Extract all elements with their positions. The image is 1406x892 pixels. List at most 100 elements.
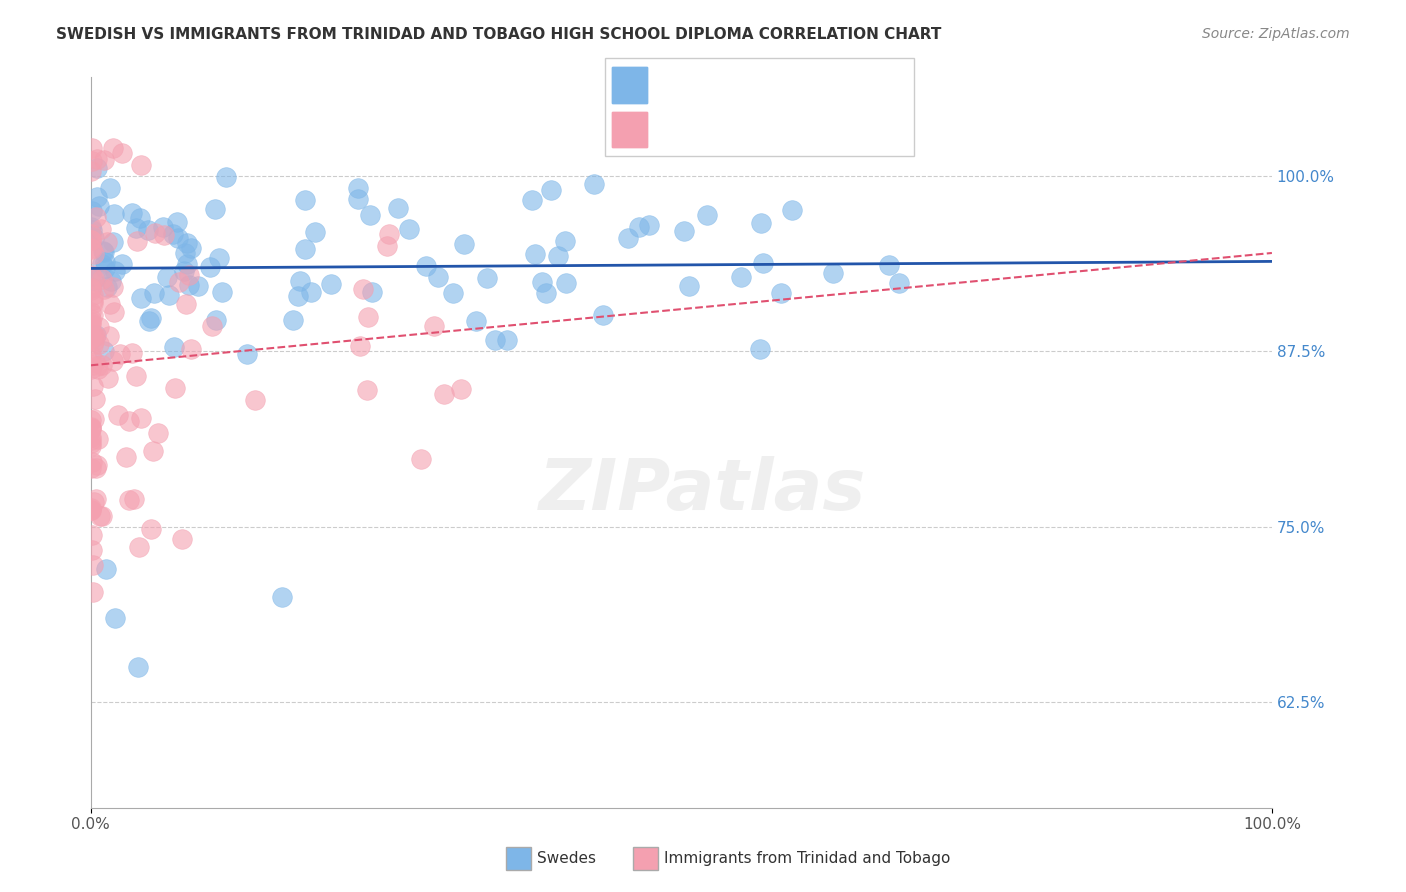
Point <box>125 221 148 235</box>
Point <box>80 141 103 155</box>
Point <box>83 411 105 425</box>
Point <box>173 264 195 278</box>
Point <box>475 270 498 285</box>
Point <box>80 348 103 362</box>
Point <box>125 235 148 249</box>
Point <box>90 272 112 286</box>
Point <box>131 291 153 305</box>
Point <box>166 215 188 229</box>
Text: ZIPatlas: ZIPatlas <box>540 456 866 525</box>
Point <box>172 532 194 546</box>
Point <box>80 154 103 169</box>
Text: Source: ZipAtlas.com: Source: ZipAtlas.com <box>1202 27 1350 41</box>
Point <box>115 450 138 464</box>
Point <box>453 237 475 252</box>
Point <box>121 345 143 359</box>
Point <box>138 223 160 237</box>
Point <box>80 331 103 345</box>
Point <box>780 202 803 217</box>
Point <box>90 221 112 235</box>
Text: SWEDISH VS IMMIGRANTS FROM TRINIDAD AND TOBAGO HIGH SCHOOL DIPLOMA CORRELATION C: SWEDISH VS IMMIGRANTS FROM TRINIDAD AND … <box>56 27 942 42</box>
Point <box>299 285 322 300</box>
Point <box>80 455 103 469</box>
Point <box>80 461 103 475</box>
Point <box>127 660 149 674</box>
Point <box>208 251 231 265</box>
Point <box>450 382 472 396</box>
Point <box>103 206 125 220</box>
Point <box>104 264 127 278</box>
Point <box>141 311 163 326</box>
Point <box>179 277 201 292</box>
Point <box>142 443 165 458</box>
Point <box>162 227 184 241</box>
Point <box>80 233 103 247</box>
Point <box>496 333 519 347</box>
Point <box>770 285 793 300</box>
Point <box>678 278 700 293</box>
Point <box>79 305 101 319</box>
Point <box>107 409 129 423</box>
Point <box>90 508 112 523</box>
Point <box>94 254 117 268</box>
Point <box>141 522 163 536</box>
Point <box>82 295 104 310</box>
Point <box>84 491 107 506</box>
Point <box>82 204 104 219</box>
Point <box>167 275 190 289</box>
Point <box>205 313 228 327</box>
Point <box>83 329 105 343</box>
Point <box>83 231 105 245</box>
Point <box>877 258 900 272</box>
Point <box>82 558 104 572</box>
Point <box>100 297 122 311</box>
Point <box>93 153 115 168</box>
Point <box>96 279 118 293</box>
Point <box>80 281 103 295</box>
Point <box>443 286 465 301</box>
Point <box>80 527 103 541</box>
Point <box>617 231 640 245</box>
Point <box>82 585 104 599</box>
Point <box>98 329 121 343</box>
Point <box>86 161 108 175</box>
Point <box>465 314 488 328</box>
Point <box>87 337 110 351</box>
Point <box>101 141 124 155</box>
Point <box>82 327 104 342</box>
Point <box>82 379 104 393</box>
Text: R = 0.045    N = 103: R = 0.045 N = 103 <box>654 76 841 94</box>
Point <box>83 495 105 509</box>
Point <box>79 422 101 436</box>
Point <box>637 218 659 232</box>
Point <box>555 277 578 291</box>
Point <box>79 501 101 516</box>
Point <box>163 339 186 353</box>
Text: R = 0.107    N = 115: R = 0.107 N = 115 <box>654 120 841 138</box>
Point <box>101 354 124 368</box>
Point <box>82 338 104 352</box>
Point <box>730 269 752 284</box>
Point <box>80 242 103 256</box>
Point <box>198 260 221 274</box>
Point <box>177 268 200 283</box>
Point <box>111 257 134 271</box>
Point <box>156 269 179 284</box>
Point <box>86 190 108 204</box>
Point <box>359 208 381 222</box>
Point <box>887 276 910 290</box>
Point <box>118 413 141 427</box>
Point <box>673 224 696 238</box>
Point <box>187 279 209 293</box>
Point <box>80 330 103 344</box>
Point <box>165 381 187 395</box>
Point <box>204 202 226 216</box>
Point <box>148 426 170 441</box>
Text: Immigrants from Trinidad and Tobago: Immigrants from Trinidad and Tobago <box>664 852 950 866</box>
Point <box>378 227 401 241</box>
Point <box>84 210 107 224</box>
Point <box>749 217 772 231</box>
Point <box>201 318 224 333</box>
Point <box>83 334 105 349</box>
Point <box>520 193 543 207</box>
